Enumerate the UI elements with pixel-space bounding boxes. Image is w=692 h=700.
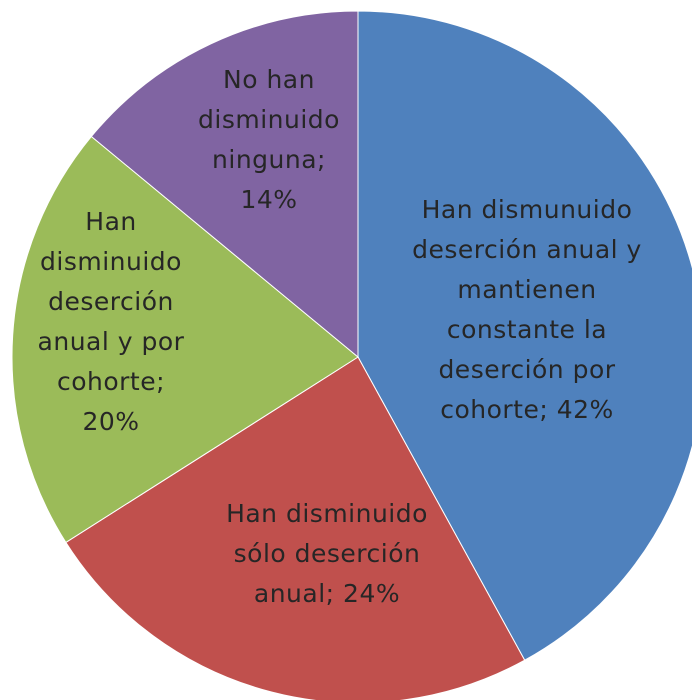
pie-slices (11, 10, 692, 700)
pie-labels: Han dismunuido deserción anual y mantienen… (38, 65, 642, 608)
slice-label-line: sólo deserción (234, 539, 421, 568)
slice-label-line: anual y por (38, 327, 185, 356)
slice-label-line: deserción (48, 287, 174, 316)
slice-label-line: Han (85, 207, 136, 236)
slice-label-line: mantienen (457, 275, 596, 304)
slice-ninguna (90, 10, 359, 359)
slice-label-line: cohorte; (57, 367, 165, 396)
slice-label-line: disminuido (40, 247, 182, 276)
slice-han-dismunuido-anual (357, 10, 692, 661)
slice-label: Han disminuido sólo deserción anual; 24% (226, 499, 428, 608)
slice-label-line: 14% (240, 185, 297, 214)
slice-label: Han dismunuido deserción anual y mantienen… (412, 195, 642, 424)
slice-label: Han disminuido deserción anual y por cohorte… (38, 207, 185, 436)
slice-label-line: 20% (82, 407, 139, 436)
slice-label-line: No han (223, 65, 315, 94)
slice-label-line: anual; 24% (254, 579, 400, 608)
slice-label-line: deserción anual y (412, 235, 642, 264)
slice-label-line: deserción por (438, 355, 615, 384)
slice-label-line: constante la (447, 315, 607, 344)
slice-solo-anual (65, 356, 526, 700)
slice-label-line: Han disminuido (226, 499, 428, 528)
slice-label-line: ninguna; (212, 145, 326, 174)
slice-label-line: disminuido (198, 105, 340, 134)
slice-label: No han disminuido ninguna; 14% (198, 65, 340, 214)
slice-label-line: Han dismunuido (422, 195, 633, 224)
slice-anual-y-cohorte (11, 135, 359, 544)
slice-label-line: cohorte; 42% (440, 395, 614, 424)
